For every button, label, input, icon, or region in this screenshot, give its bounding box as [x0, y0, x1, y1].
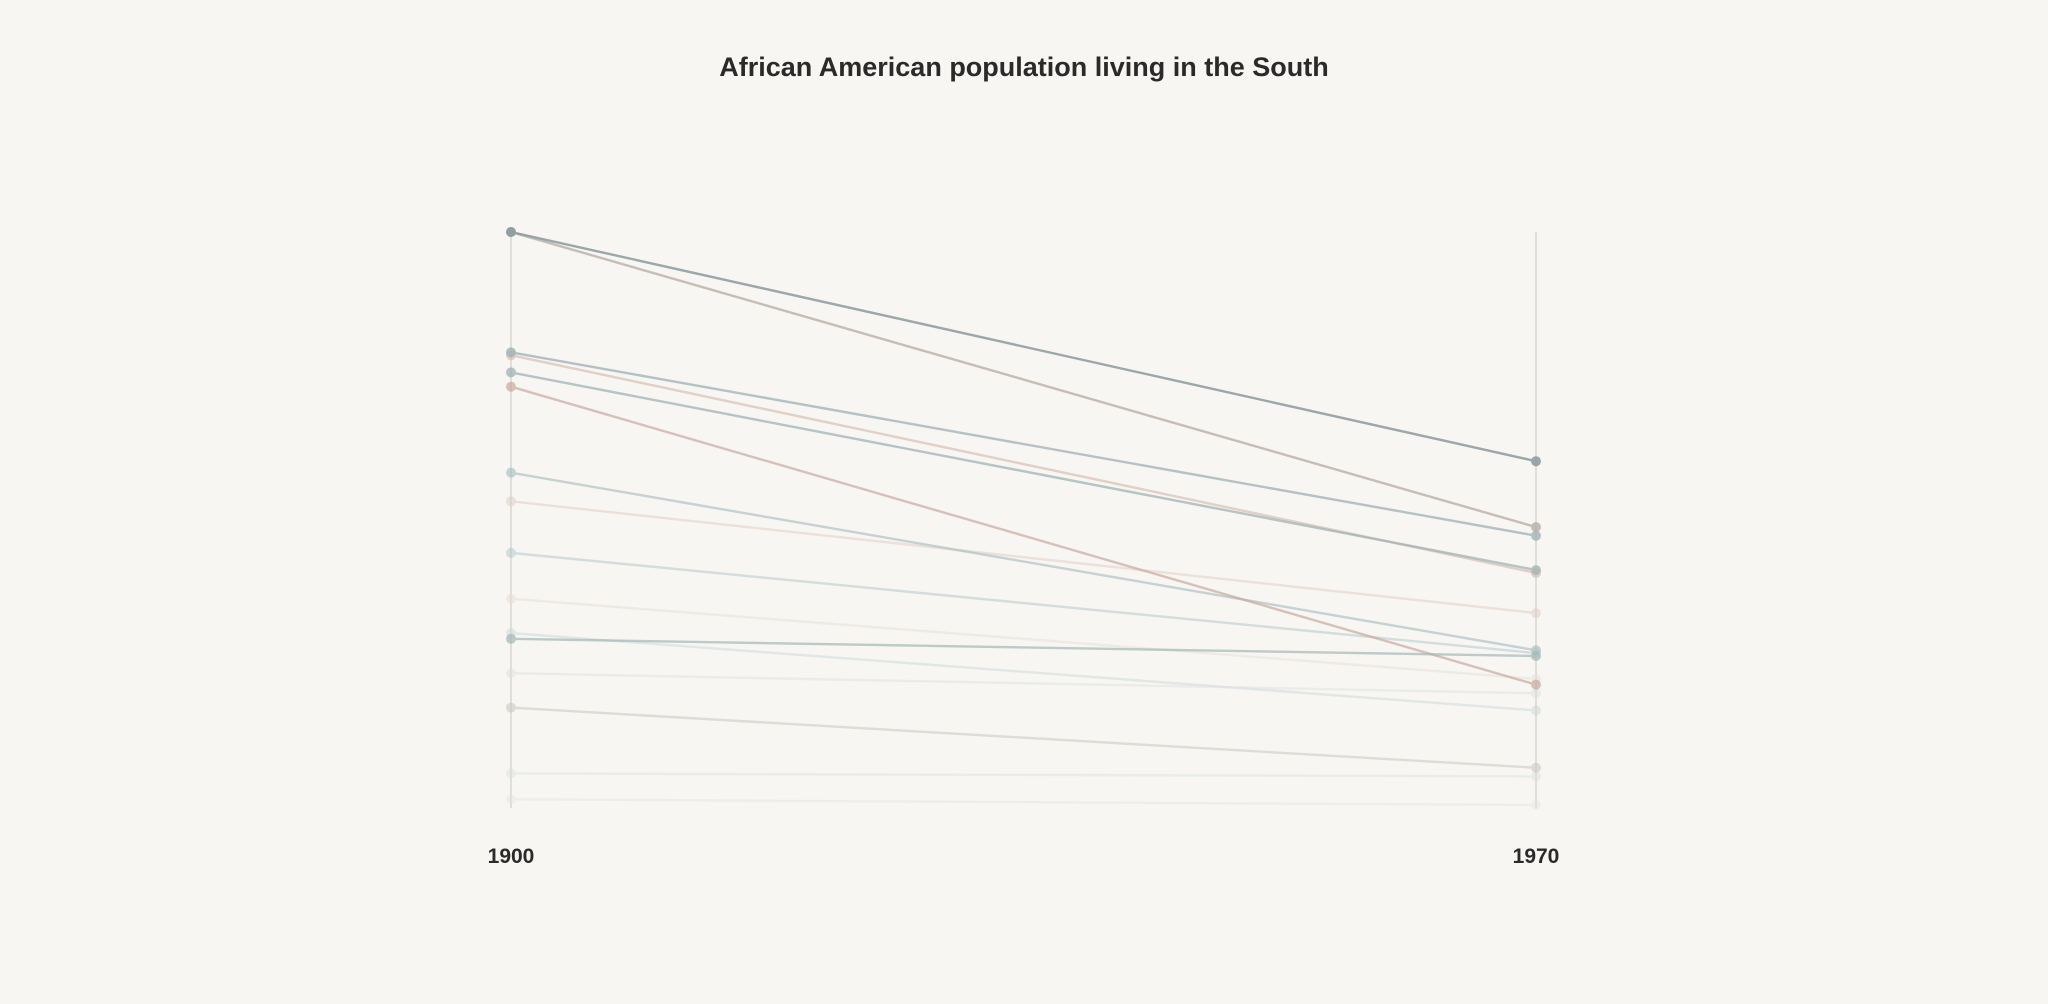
- series-line: [510, 371, 1537, 572]
- x-tick-label-end: 1970: [1513, 845, 1560, 868]
- data-point-end: [1531, 679, 1541, 690]
- series-line: [510, 772, 1537, 778]
- data-point-end: [1531, 522, 1541, 533]
- series-4: [506, 350, 1541, 578]
- series-5: [506, 367, 1541, 576]
- data-point-end: [1531, 456, 1541, 467]
- series-line: [510, 597, 1537, 681]
- data-point-start: [506, 227, 516, 237]
- series-16: [506, 794, 1541, 810]
- data-point-start: [506, 593, 516, 604]
- data-point-start: [506, 794, 516, 805]
- series-group: [506, 227, 1541, 810]
- x-tick-label-start: 1900: [488, 845, 535, 868]
- series-13: [506, 668, 1541, 699]
- data-point-start: [506, 496, 516, 507]
- data-point-end: [1531, 762, 1541, 773]
- data-point-start: [506, 547, 516, 558]
- series-line: [510, 385, 1537, 686]
- series-line: [510, 351, 1537, 537]
- series-line: [510, 230, 1537, 529]
- series-12: [506, 633, 1541, 662]
- data-point-end: [1531, 771, 1541, 782]
- series-line: [510, 637, 1537, 658]
- series-1: [506, 227, 1541, 467]
- data-point-start: [506, 381, 516, 392]
- series-14: [506, 702, 1541, 773]
- series-line: [510, 230, 1537, 463]
- series-line: [510, 551, 1537, 655]
- series-7: [506, 467, 1541, 656]
- series-line: [510, 500, 1537, 615]
- data-point-end: [1531, 800, 1541, 810]
- series-8: [506, 496, 1541, 619]
- data-point-start: [506, 668, 516, 679]
- series-line: [510, 706, 1537, 769]
- data-point-end: [1531, 565, 1541, 576]
- series-line: [510, 471, 1537, 652]
- series-line: [510, 672, 1537, 695]
- data-point-start: [506, 633, 516, 644]
- series-6: [506, 381, 1541, 690]
- data-point-start: [506, 768, 516, 779]
- data-point-start: [506, 347, 516, 358]
- series-line: [510, 631, 1537, 712]
- data-point-end: [1531, 608, 1541, 619]
- data-point-start: [506, 702, 516, 713]
- data-point-start: [506, 367, 516, 378]
- data-point-end: [1531, 651, 1541, 662]
- data-point-start: [506, 467, 516, 478]
- series-line: [510, 798, 1537, 807]
- data-point-end: [1531, 705, 1541, 716]
- data-point-end: [1531, 688, 1541, 699]
- data-point-end: [1531, 530, 1541, 541]
- chart-title: African American population living in th…: [719, 52, 1329, 82]
- series-3: [506, 347, 1541, 541]
- series-15: [506, 768, 1541, 782]
